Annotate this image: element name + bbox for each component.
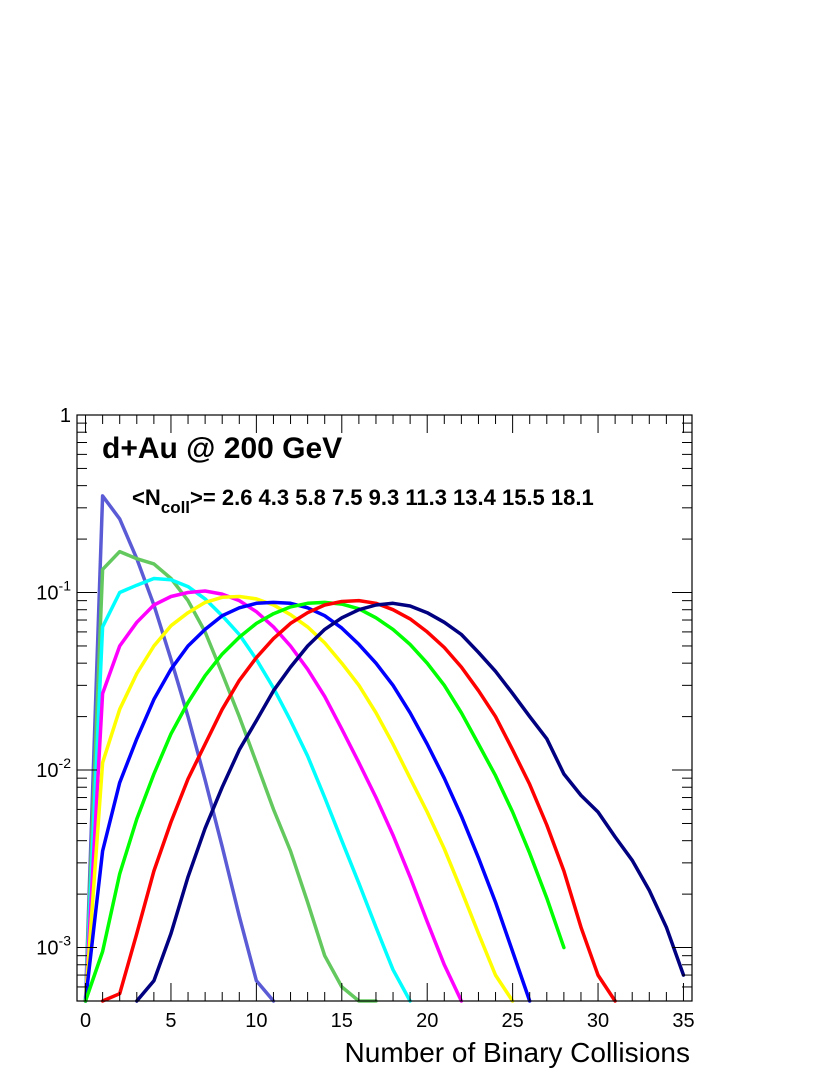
ncoll-annotation: <Ncoll>= 2.6 4.3 5.8 7.5 9.3 11.3 13.4 1… [132, 485, 594, 517]
series-line-ncoll-18-1 [135, 601, 686, 1003]
series-line-ncoll-5-8 [83, 576, 412, 1003]
x-tick-label: 5 [165, 1010, 176, 1032]
chart-title: d+Au @ 200 GeV [102, 432, 342, 465]
series-line-ncoll-11-3 [83, 600, 532, 1003]
series-line-ncoll-9-3 [83, 594, 515, 1003]
series-line-ncoll-7-5 [83, 589, 464, 1003]
x-tick-label: 15 [331, 1010, 353, 1032]
x-tick-label: 35 [672, 1010, 694, 1032]
ncoll-suffix: >= 2.6 4.3 5.8 7.5 9.3 11.3 13.4 15.5 18… [190, 485, 594, 510]
x-tick-label: 20 [416, 1010, 438, 1032]
x-axis-title: Number of Binary Collisions [345, 1037, 690, 1068]
series-line-ncoll-13-4 [83, 600, 566, 1003]
y-tick-label: 1 [60, 405, 71, 427]
ncoll-prefix: <N [132, 485, 161, 510]
y-tick-label: 10-1 [36, 578, 71, 605]
x-tick-label: 0 [80, 1010, 91, 1032]
x-tick-label: 25 [502, 1010, 524, 1032]
series-line-ncoll-15-5 [100, 598, 617, 1003]
tick-group: 0 5 10 15 20 25 30 35 10-3 10-2 10-1 1 [36, 405, 694, 1032]
x-tick-label: 30 [587, 1010, 609, 1032]
y-tick-label: 10-3 [36, 933, 71, 960]
ncoll-subscript: coll [161, 498, 190, 517]
y-tick-label: 10-2 [36, 755, 71, 782]
x-tick-label: 10 [245, 1010, 267, 1032]
plot-frame [76, 414, 693, 1002]
series-line-ncoll-2-6 [83, 494, 276, 1003]
series-group [83, 494, 686, 1003]
